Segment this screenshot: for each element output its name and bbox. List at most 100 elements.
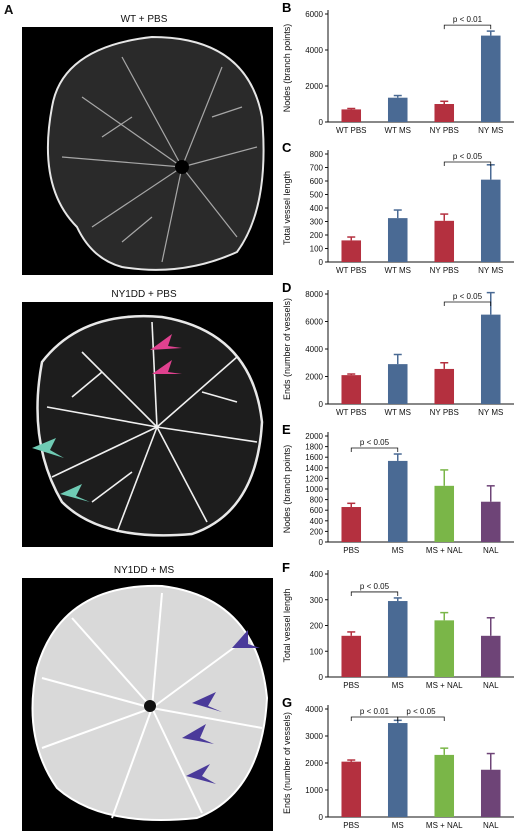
y-tick-label: 0 (319, 538, 324, 547)
y-tick-label: 0 (319, 400, 324, 409)
x-tick-label: PBS (343, 546, 359, 555)
bar (341, 761, 362, 817)
x-tick-label: NY PBS (430, 266, 459, 275)
x-tick-label: WT PBS (336, 408, 367, 417)
y-tick-label: 4000 (305, 705, 323, 714)
arrow-purple-icon (182, 630, 260, 784)
chart-b-svg: B Nodes (branch points) 0 2000 4000 6000 WT PB… (282, 0, 514, 135)
y-tick-label: 2000 (305, 373, 323, 382)
y-tick-label: 2000 (305, 82, 323, 91)
y-tick-label: 3000 (305, 732, 323, 741)
y-tick-label: 400 (310, 204, 324, 213)
retina-ny1dd-ms-svg (31, 584, 269, 821)
bar (434, 220, 455, 262)
bar (341, 109, 362, 122)
chart-f-svg: F Total vessel length 0 100 200 300 400 PBS MS MS… (282, 560, 514, 690)
bar (434, 754, 455, 817)
y-tick-label: 6000 (305, 318, 323, 327)
x-tick-label: MS (392, 681, 404, 690)
bar (480, 314, 501, 404)
x-tick-label: MS (392, 821, 404, 830)
significance-bracket (350, 591, 399, 596)
significance-label: p < 0.05 (360, 582, 390, 591)
x-tick-label: WT PBS (336, 266, 367, 275)
x-tick-label: WT PBS (336, 126, 367, 135)
y-tick-label: 200 (310, 231, 324, 240)
bar (434, 485, 455, 542)
x-tick-label: MS + NAL (426, 821, 463, 830)
chart-c: C Total vessel length 0 100 200 300 400 500 600 7… (280, 140, 520, 280)
panel-letter-g: G (282, 695, 292, 710)
y-tick-label: 300 (310, 596, 324, 605)
image-title-ny1dd-pbs: NY1DD + PBS (111, 289, 177, 300)
bar (434, 104, 455, 122)
x-tick-label: MS + NAL (426, 546, 463, 555)
y-tick-label: 200 (310, 527, 324, 536)
panel-letter-d: D (282, 280, 291, 295)
y-tick-label: 100 (310, 245, 324, 254)
bar (341, 635, 362, 677)
y-tick-label: 0 (319, 813, 324, 822)
arrow-teal-icon (32, 438, 90, 502)
y-tick-label: 1600 (305, 453, 323, 462)
x-tick-label: NY PBS (430, 408, 459, 417)
y-tick-label: 600 (310, 506, 324, 515)
x-tick-label: NAL (483, 821, 499, 830)
y-tick-label: 1800 (305, 443, 323, 452)
y-tick-label: 8000 (305, 290, 323, 299)
x-tick-label: PBS (343, 681, 359, 690)
y-tick-label: 700 (310, 164, 324, 173)
chart-d: D Ends (number of vessels) 0 2000 4000 6000 80… (280, 280, 520, 422)
y-tick-label: 1400 (305, 464, 323, 473)
y-tick-label: 1000 (305, 786, 323, 795)
bar (341, 507, 362, 542)
significance-bracket (397, 716, 445, 721)
arrow-pink-icon (150, 334, 182, 374)
retina-wt-pbs-svg (46, 35, 265, 271)
significance-bracket (443, 24, 492, 30)
y-axis-label: Nodes (branch points) (282, 445, 292, 534)
x-tick-label: NY MS (478, 126, 503, 135)
chart-d-svg: D Ends (number of vessels) 0 2000 4000 6000 80… (282, 280, 514, 417)
chart-g-svg: G Ends (number of vessels) 0 1000 2000 3000 40… (282, 695, 514, 830)
bar (387, 97, 408, 122)
y-tick-label: 2000 (305, 759, 323, 768)
y-tick-label: 0 (319, 118, 324, 127)
y-axis-label: Nodes (branch points) (282, 24, 292, 113)
bar (341, 375, 362, 404)
panel-letter-e: E (282, 422, 291, 437)
bar (434, 620, 455, 677)
significance-label: p < 0.01 (453, 15, 483, 24)
bar (480, 35, 501, 122)
y-tick-label: 0 (319, 258, 324, 267)
panel-letter-f: F (282, 560, 290, 575)
retina-image-wt-pbs (22, 27, 273, 275)
significance-label: p < 0.05 (453, 292, 483, 301)
x-tick-label: NAL (483, 681, 499, 690)
retina-image-ny1dd-ms (22, 578, 273, 831)
panel-letter-b: B (282, 0, 291, 15)
bar (387, 364, 408, 404)
bar (434, 368, 455, 404)
y-tick-label: 800 (310, 150, 324, 159)
x-tick-label: NAL (483, 546, 499, 555)
y-tick-label: 400 (310, 517, 324, 526)
y-axis-label: Ends (number of vessels) (282, 712, 292, 814)
panel-letter-a: A (4, 2, 14, 17)
x-tick-label: MS (392, 546, 404, 555)
y-tick-label: 1200 (305, 474, 323, 483)
y-tick-label: 0 (319, 673, 324, 682)
y-tick-label: 800 (310, 496, 324, 505)
retina-ny1dd-pbs-svg (32, 314, 264, 537)
y-tick-label: 400 (310, 570, 324, 579)
y-tick-label: 600 (310, 177, 324, 186)
chart-f: F Total vessel length 0 100 200 300 400 PBS MS MS… (280, 560, 520, 695)
bar (387, 601, 408, 677)
bar (387, 460, 408, 542)
chart-g: G Ends (number of vessels) 0 1000 2000 3000 40… (280, 695, 520, 835)
significance-label: p < 0.01 (360, 707, 390, 716)
y-tick-label: 2000 (305, 432, 323, 441)
x-tick-label: MS + NAL (426, 681, 463, 690)
significance-bracket (443, 301, 492, 306)
